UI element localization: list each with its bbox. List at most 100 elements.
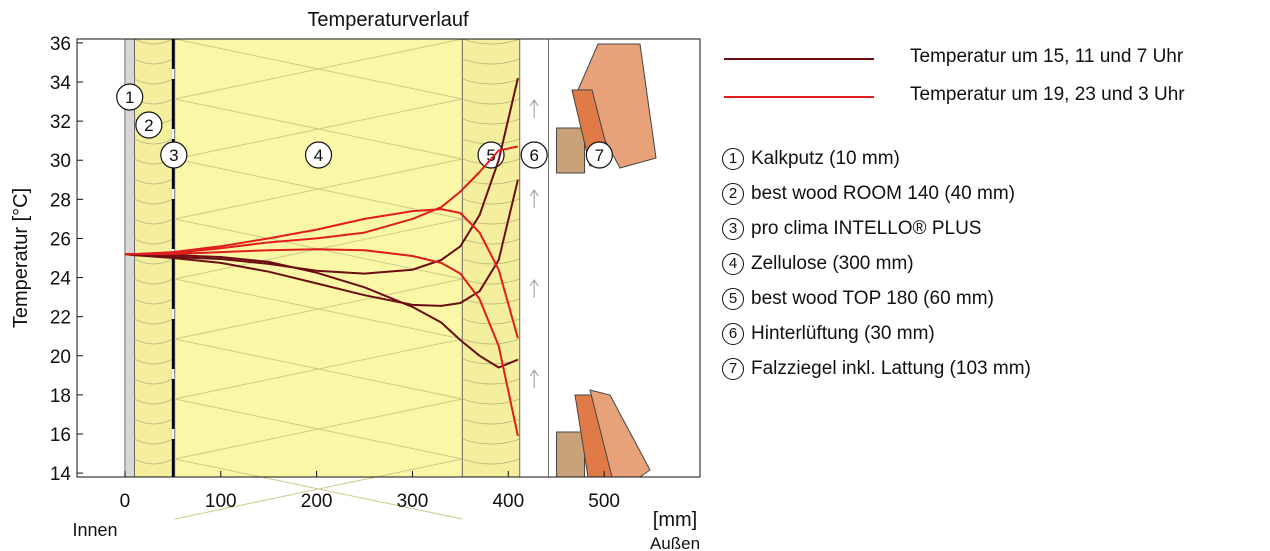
roof-tile <box>577 43 657 169</box>
layer-number-circle <box>116 83 144 111</box>
insulation-wave <box>134 178 174 185</box>
membrane-gap <box>171 69 176 79</box>
chart-title: Temperaturverlauf <box>307 9 469 31</box>
wall-layers <box>124 38 657 520</box>
layer-number-circle <box>304 141 333 169</box>
insulation-wave <box>462 318 520 325</box>
y-tick-label: 24 <box>50 269 72 290</box>
layer-number-label: 6 <box>529 146 538 165</box>
airflow-arrow-icon <box>529 99 539 118</box>
layer-number-label: 7 <box>595 146 604 165</box>
x-tick-label: 200 <box>301 491 333 512</box>
y-tick-label: 18 <box>50 386 71 407</box>
series-line-2 <box>124 179 519 307</box>
legend-layer-2: 2 best wood ROOM 140 (40 mm) <box>722 183 1015 213</box>
insulation-wave <box>134 278 174 285</box>
insulation-wave <box>134 438 174 445</box>
layer-number-circle <box>135 111 163 139</box>
insulation-wave <box>462 258 520 265</box>
insulation-wave <box>134 58 174 65</box>
y-tick-label: 20 <box>50 347 71 368</box>
insulation-wave <box>462 378 520 385</box>
insulation-wave <box>462 38 520 45</box>
insulation-wave <box>462 338 520 345</box>
y-tick-label: 26 <box>50 229 71 250</box>
airflow-arrow-icon <box>529 369 539 388</box>
insulation-wave <box>462 78 520 85</box>
layer-number-label: 1 <box>125 88 134 107</box>
insulation-hatch <box>174 158 463 280</box>
membrane-gap <box>171 369 176 379</box>
legend-layer-1: 1 Kalkputz (10 mm) <box>722 148 900 178</box>
y-tick-label: 32 <box>50 112 71 133</box>
y-axis-label: Temperatur [°C] <box>10 188 32 328</box>
insulation-wave <box>462 238 520 245</box>
legend-layer-label: Kalkputz (10 mm) <box>751 148 900 169</box>
layer-number-circle <box>520 141 548 169</box>
insulation-wave <box>462 58 520 65</box>
temperature-series <box>124 77 519 437</box>
legend-layer-label: best wood ROOM 140 (40 mm) <box>751 183 1015 204</box>
membrane-gap <box>171 429 176 439</box>
legend-layer-number: 6 <box>722 323 744 345</box>
insulation-wave <box>462 278 520 285</box>
series-line-5 <box>124 208 519 339</box>
legend-layer-number: 3 <box>722 218 744 240</box>
y-tick-label: 16 <box>50 425 71 446</box>
legend-layer-number: 2 <box>722 183 744 205</box>
x-tick-label: 100 <box>205 491 237 512</box>
legend-layer-label: pro clima INTELLO® PLUS <box>751 218 982 239</box>
layer-number-label: 2 <box>144 116 153 135</box>
insulation-wave <box>134 198 174 205</box>
legend-layer-label: Zellulose (300 mm) <box>751 253 914 274</box>
insulation-hatch <box>174 38 463 160</box>
layer-number-circle <box>585 141 613 169</box>
insulation-wave <box>134 38 174 45</box>
insulation-wave <box>134 298 174 305</box>
y-axis-ticks: 14 16 18 20 22 24 26 28 30 32 34 36 <box>50 34 83 485</box>
legend-layer-number: 5 <box>722 288 744 310</box>
batten <box>556 127 586 174</box>
x-axis-left-label: Innen <box>72 520 117 540</box>
insulation-wave <box>462 98 520 105</box>
y-tick-label: 30 <box>50 151 71 172</box>
membrane-gap <box>171 309 176 319</box>
x-axis-ticks: 0 100 200 300 400 500 <box>120 471 620 512</box>
layer-number-label: 4 <box>314 146 323 165</box>
legend-swatch-series-a <box>724 58 874 60</box>
legend-layer-label: Falzziegel inkl. Lattung (103 mm) <box>751 358 1031 379</box>
insulation-wave <box>134 378 174 385</box>
y-tick-label: 22 <box>50 308 71 329</box>
airflow-arrow-icon <box>529 279 539 298</box>
insulation-wave <box>462 198 520 205</box>
membrane-gap <box>171 129 176 139</box>
legend-layer-3: 3 pro clima INTELLO® PLUS <box>722 218 981 248</box>
x-tick-label: 500 <box>588 491 620 512</box>
airflow-arrow-icon <box>529 189 539 208</box>
temperature-chart: Temperaturverlauf Temperatur [°C] 123 4 5 6… <box>10 9 701 551</box>
y-tick-label: 36 <box>50 34 71 55</box>
legend-layer-number: 7 <box>722 358 744 380</box>
insulation-hatch <box>174 398 463 520</box>
roof-tile <box>589 389 651 478</box>
layer-number-label: 5 <box>486 146 495 165</box>
plot-frame <box>76 38 701 478</box>
insulation-wave <box>134 318 174 325</box>
insulation-wave <box>134 258 174 265</box>
insulation-wave <box>462 298 520 305</box>
insulation-wave <box>134 418 174 425</box>
x-axis-unit-label: [mm] <box>653 509 697 531</box>
membrane-gap <box>171 189 176 199</box>
x-tick-label: 0 <box>120 491 131 512</box>
insulation-wave <box>134 358 174 365</box>
legend-swatch-series-b <box>724 96 874 98</box>
legend-layer-label: best wood TOP 180 (60 mm) <box>751 288 994 309</box>
legend-layer-4: 4 Zellulose (300 mm) <box>722 253 914 283</box>
legend-label-series-a: Temperatur um 15, 11 und 7 Uhr <box>910 46 1184 67</box>
legend-layer-6: 6 Hinterlüftung (30 mm) <box>722 323 935 353</box>
legend-layer-label: Hinterlüftung (30 mm) <box>751 323 935 344</box>
layer-band <box>519 38 549 478</box>
insulation-wave <box>462 398 520 405</box>
legend-layer-number: 1 <box>722 148 744 170</box>
x-tick-label: 400 <box>492 491 524 512</box>
